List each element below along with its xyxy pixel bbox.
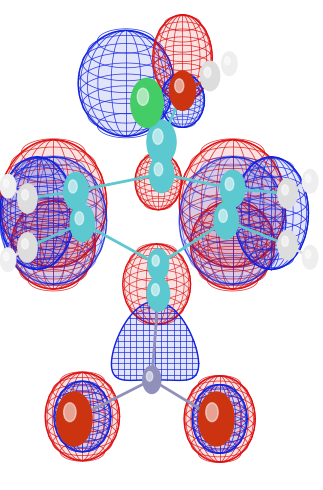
Circle shape bbox=[0, 248, 16, 271]
Circle shape bbox=[152, 255, 159, 266]
Circle shape bbox=[225, 177, 234, 191]
Ellipse shape bbox=[11, 201, 95, 289]
Circle shape bbox=[220, 170, 245, 207]
Circle shape bbox=[306, 250, 311, 258]
Circle shape bbox=[151, 284, 160, 295]
Circle shape bbox=[222, 52, 237, 75]
Circle shape bbox=[302, 170, 318, 193]
Circle shape bbox=[302, 245, 318, 269]
Ellipse shape bbox=[78, 30, 174, 136]
Circle shape bbox=[143, 366, 161, 393]
Ellipse shape bbox=[0, 157, 74, 270]
Circle shape bbox=[214, 202, 238, 239]
Circle shape bbox=[4, 179, 9, 187]
Ellipse shape bbox=[45, 372, 120, 461]
Circle shape bbox=[68, 180, 77, 193]
Circle shape bbox=[206, 403, 218, 421]
Circle shape bbox=[22, 190, 28, 200]
Circle shape bbox=[204, 67, 211, 77]
Circle shape bbox=[22, 239, 28, 249]
Ellipse shape bbox=[161, 74, 204, 127]
Circle shape bbox=[18, 233, 37, 262]
Circle shape bbox=[64, 172, 88, 210]
Circle shape bbox=[282, 236, 288, 246]
Circle shape bbox=[131, 78, 163, 127]
Ellipse shape bbox=[192, 385, 247, 453]
Ellipse shape bbox=[0, 157, 107, 284]
Polygon shape bbox=[111, 301, 199, 380]
Ellipse shape bbox=[54, 381, 111, 452]
Circle shape bbox=[278, 179, 297, 208]
Circle shape bbox=[75, 212, 84, 225]
Circle shape bbox=[175, 79, 184, 93]
Ellipse shape bbox=[153, 15, 212, 101]
Circle shape bbox=[147, 120, 176, 164]
Ellipse shape bbox=[135, 153, 182, 210]
Circle shape bbox=[200, 61, 220, 91]
Circle shape bbox=[154, 163, 163, 176]
Ellipse shape bbox=[184, 376, 255, 462]
Circle shape bbox=[282, 185, 288, 195]
Circle shape bbox=[219, 209, 227, 222]
Ellipse shape bbox=[179, 157, 286, 284]
Circle shape bbox=[0, 174, 16, 198]
Circle shape bbox=[306, 174, 311, 182]
Circle shape bbox=[64, 403, 76, 421]
Circle shape bbox=[146, 371, 153, 381]
Circle shape bbox=[70, 204, 95, 242]
Circle shape bbox=[225, 57, 230, 65]
Ellipse shape bbox=[0, 140, 107, 267]
Circle shape bbox=[199, 392, 234, 446]
Circle shape bbox=[4, 253, 9, 261]
Circle shape bbox=[147, 277, 170, 311]
Circle shape bbox=[18, 184, 37, 213]
Circle shape bbox=[57, 392, 92, 446]
Circle shape bbox=[137, 88, 149, 105]
Ellipse shape bbox=[234, 157, 308, 270]
Circle shape bbox=[153, 129, 163, 144]
Circle shape bbox=[278, 230, 297, 260]
Circle shape bbox=[149, 155, 174, 193]
Ellipse shape bbox=[179, 140, 286, 267]
Circle shape bbox=[148, 249, 169, 280]
Ellipse shape bbox=[191, 201, 275, 289]
Ellipse shape bbox=[123, 244, 191, 324]
Circle shape bbox=[170, 71, 195, 110]
